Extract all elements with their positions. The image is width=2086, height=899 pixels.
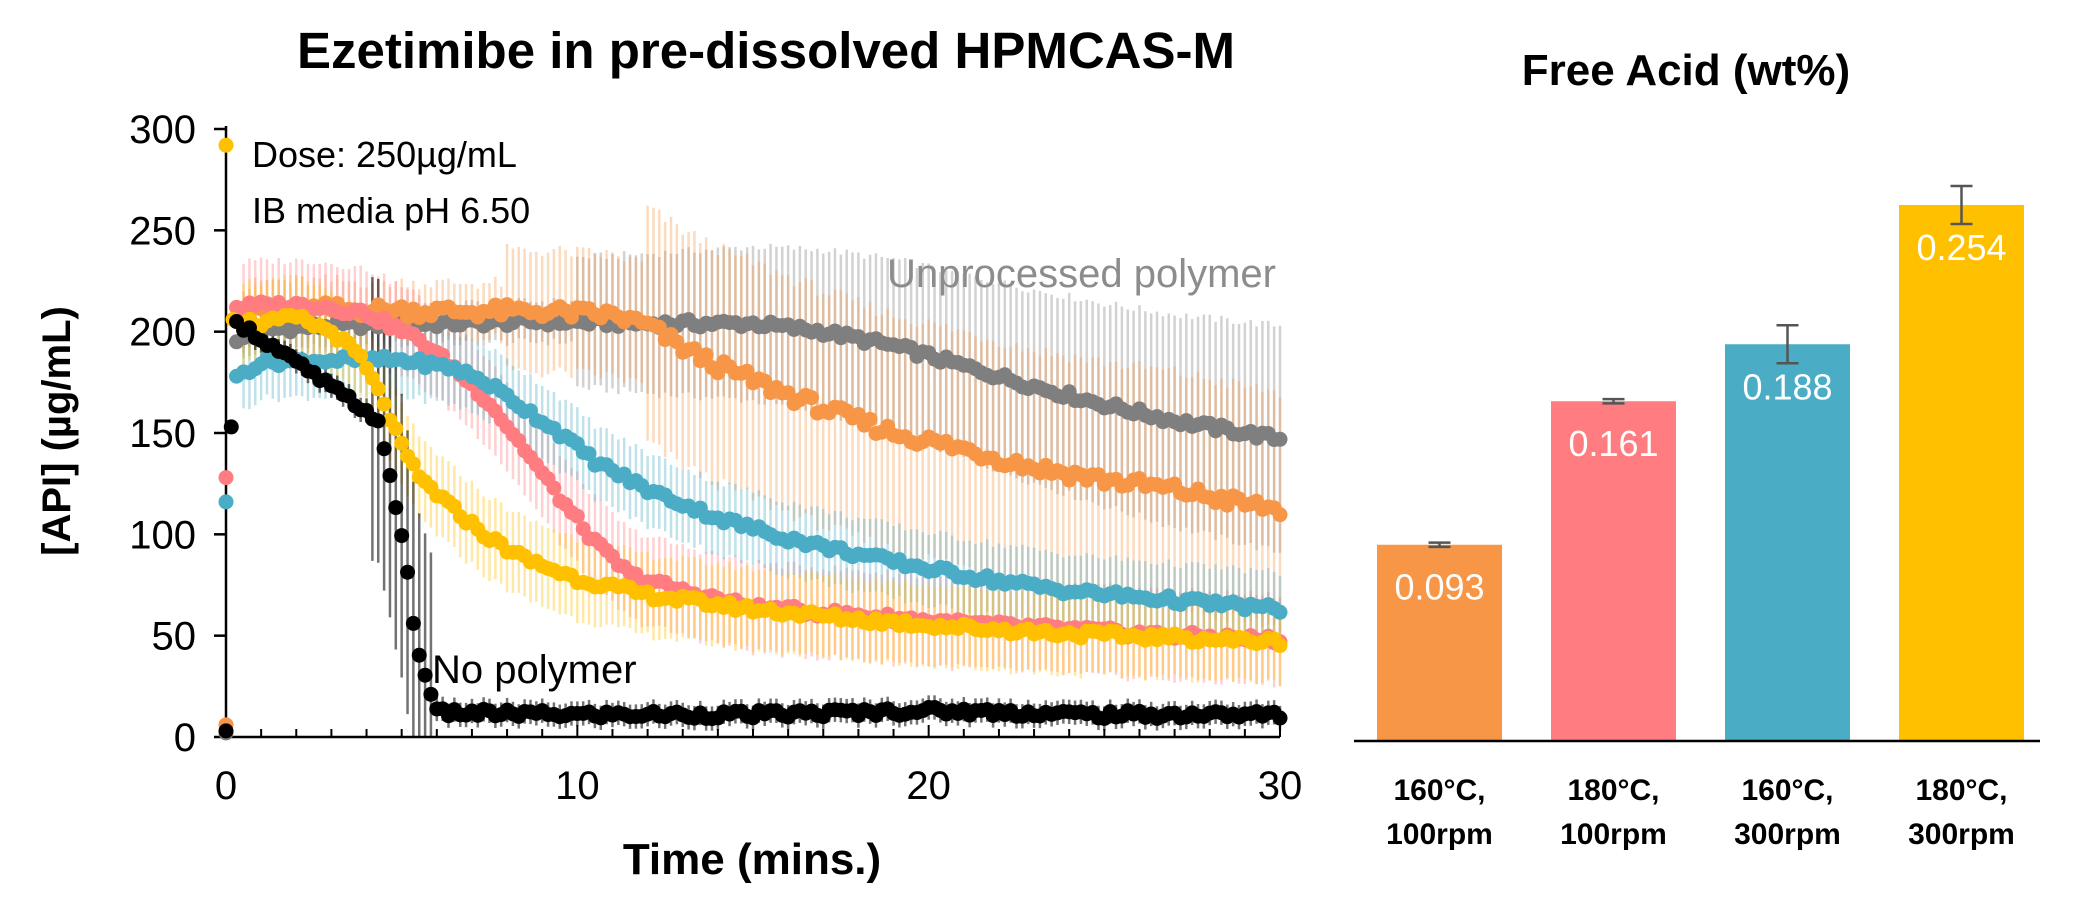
data-point	[388, 500, 404, 516]
data-point	[370, 413, 386, 429]
data-point	[1272, 507, 1288, 523]
bar-1	[1551, 401, 1676, 741]
data-point	[423, 686, 439, 702]
bar-category-label: 100rpm	[1386, 818, 1493, 851]
bar-0	[1377, 544, 1502, 741]
data-point	[394, 528, 410, 544]
bar-category-label: 300rpm	[1908, 818, 2015, 851]
x-tick-label: 10	[555, 764, 600, 808]
series-points-5	[218, 314, 1288, 739]
y-tick-label: 250	[129, 209, 196, 253]
y-tick-label: 100	[129, 513, 196, 557]
y-tick-label: 200	[129, 311, 196, 355]
data-point	[1272, 710, 1288, 726]
data-point	[569, 508, 585, 524]
data-point	[698, 347, 714, 363]
no-polymer-label: No polymer	[432, 648, 637, 692]
data-point	[651, 319, 667, 335]
x-axis-label: Time (mins.)	[623, 835, 881, 884]
bar-category-label: 100rpm	[1560, 818, 1667, 851]
x-tick-label: 30	[1258, 764, 1303, 808]
data-point	[382, 468, 398, 484]
data-point	[388, 421, 404, 437]
data-point	[218, 723, 234, 739]
y-tick-label: 0	[174, 716, 196, 760]
data-point	[376, 396, 392, 412]
bar-value-label: 0.161	[1568, 423, 1658, 464]
bar-category-label: 160°C,	[1393, 774, 1485, 807]
y-axis-label: [API] (µg/mL)	[35, 306, 79, 556]
right-plot-area: 0.093 160°C, 100rpm 0.161 180°C, 100rpm 0.188 1…	[1354, 184, 2040, 851]
data-point	[686, 341, 702, 357]
bar-category-label: 180°C,	[1915, 774, 2007, 807]
bar-value-label: 0.188	[1742, 366, 1832, 407]
data-point	[370, 381, 386, 397]
data-point	[405, 615, 421, 631]
data-point	[757, 373, 773, 389]
data-point	[804, 390, 820, 406]
data-point	[376, 441, 392, 457]
data-point	[218, 470, 234, 486]
data-point	[218, 137, 234, 153]
series-points-4	[218, 137, 1288, 654]
data-point	[546, 480, 562, 496]
dose-annotation: Dose: 250µg/mL	[252, 134, 517, 175]
y-tick-label: 50	[152, 615, 197, 659]
bar-3	[1899, 204, 2024, 741]
data-point	[400, 564, 416, 580]
data-point	[405, 456, 421, 472]
data-point	[581, 446, 597, 462]
bar-category-label: 300rpm	[1734, 818, 1841, 851]
data-point	[1272, 431, 1288, 447]
data-point	[739, 363, 755, 379]
data-point	[1272, 638, 1288, 654]
bar-value-label: 0.254	[1916, 227, 2006, 268]
left-chart-title: Ezetimibe in pre-dissolved HPMCAS-M	[297, 22, 1235, 79]
media-annotation: IB media pH 6.50	[252, 190, 530, 231]
data-point	[417, 667, 433, 683]
x-tick-label: 20	[906, 764, 951, 808]
data-point	[218, 494, 234, 510]
left-plot-area: 0 50 100 150 200 250 300 0 10 20 30	[129, 108, 1302, 808]
data-point	[223, 419, 239, 435]
data-point	[353, 348, 369, 364]
data-point	[1272, 604, 1288, 620]
bar-2	[1725, 344, 1850, 741]
x-tick-label: 0	[215, 764, 237, 808]
y-tick-label: 150	[129, 412, 196, 456]
unprocessed-polymer-label: Unprocessed polymer	[887, 252, 1276, 296]
y-tick-label: 300	[129, 108, 196, 152]
data-point	[394, 435, 410, 451]
bar-value-label: 0.093	[1394, 567, 1484, 608]
data-point	[862, 411, 878, 427]
data-point	[411, 647, 427, 663]
right-chart-title: Free Acid (wt%)	[1522, 46, 1850, 95]
bar-category-label: 180°C,	[1567, 774, 1659, 807]
data-point	[710, 365, 726, 381]
bar-category-label: 160°C,	[1741, 774, 1833, 807]
